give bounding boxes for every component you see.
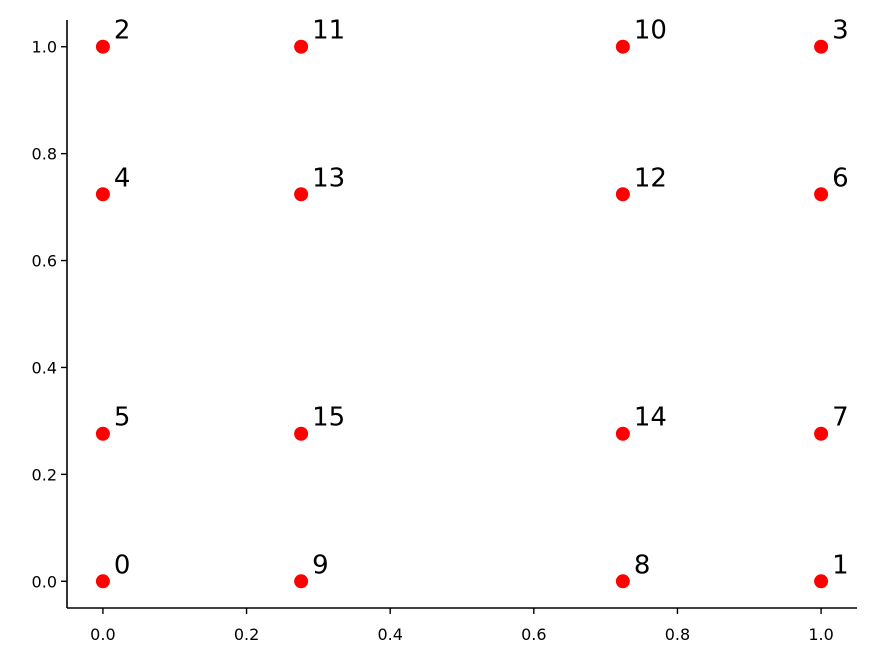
point-label: 7 xyxy=(832,403,849,433)
y-tick-label: 0.0 xyxy=(32,572,57,591)
point-label: 6 xyxy=(832,163,849,193)
x-tick-label: 0.8 xyxy=(665,625,690,644)
point-label: 14 xyxy=(634,403,667,433)
data-point xyxy=(95,187,110,202)
y-tick-label: 0.4 xyxy=(32,358,57,377)
point-label: 8 xyxy=(634,550,651,580)
data-point xyxy=(814,426,829,441)
x-tick-label: 1.0 xyxy=(808,625,833,644)
y-ticks: 0.0 0.2 0.4 0.6 0.8 1.0 xyxy=(32,38,67,591)
y-tick-label: 0.8 xyxy=(32,145,57,164)
y-tick-label: 0.6 xyxy=(32,252,57,271)
x-tick-label: 0.2 xyxy=(234,625,259,644)
data-point xyxy=(615,39,630,54)
point-label: 9 xyxy=(312,550,329,580)
y-tick-label: 1.0 xyxy=(32,38,57,57)
x-tick-label: 0.6 xyxy=(521,625,546,644)
data-point xyxy=(615,574,630,589)
x-tick-label: 0.0 xyxy=(90,625,115,644)
data-point xyxy=(814,187,829,202)
point-label: 10 xyxy=(634,16,667,46)
data-point xyxy=(95,574,110,589)
point-label: 2 xyxy=(114,16,131,46)
data-point xyxy=(294,426,309,441)
data-point xyxy=(615,426,630,441)
data-point xyxy=(95,39,110,54)
point-label: 13 xyxy=(312,163,345,193)
point-label: 11 xyxy=(312,16,345,46)
point-label: 4 xyxy=(114,163,131,193)
x-tick-label: 0.4 xyxy=(377,625,402,644)
point-label: 5 xyxy=(114,403,131,433)
data-point xyxy=(615,187,630,202)
y-tick-label: 0.2 xyxy=(32,465,57,484)
data-point xyxy=(814,574,829,589)
data-point xyxy=(814,39,829,54)
data-point xyxy=(294,187,309,202)
point-label: 12 xyxy=(634,163,667,193)
data-point xyxy=(294,39,309,54)
data-point xyxy=(294,574,309,589)
data-points xyxy=(95,39,829,589)
x-ticks: 0.0 0.2 0.4 0.6 0.8 1.0 xyxy=(90,608,834,644)
point-label: 1 xyxy=(832,550,849,580)
point-label: 3 xyxy=(832,16,849,46)
data-point xyxy=(95,426,110,441)
point-label: 15 xyxy=(312,403,345,433)
axes xyxy=(66,20,857,609)
point-label: 0 xyxy=(114,550,131,580)
